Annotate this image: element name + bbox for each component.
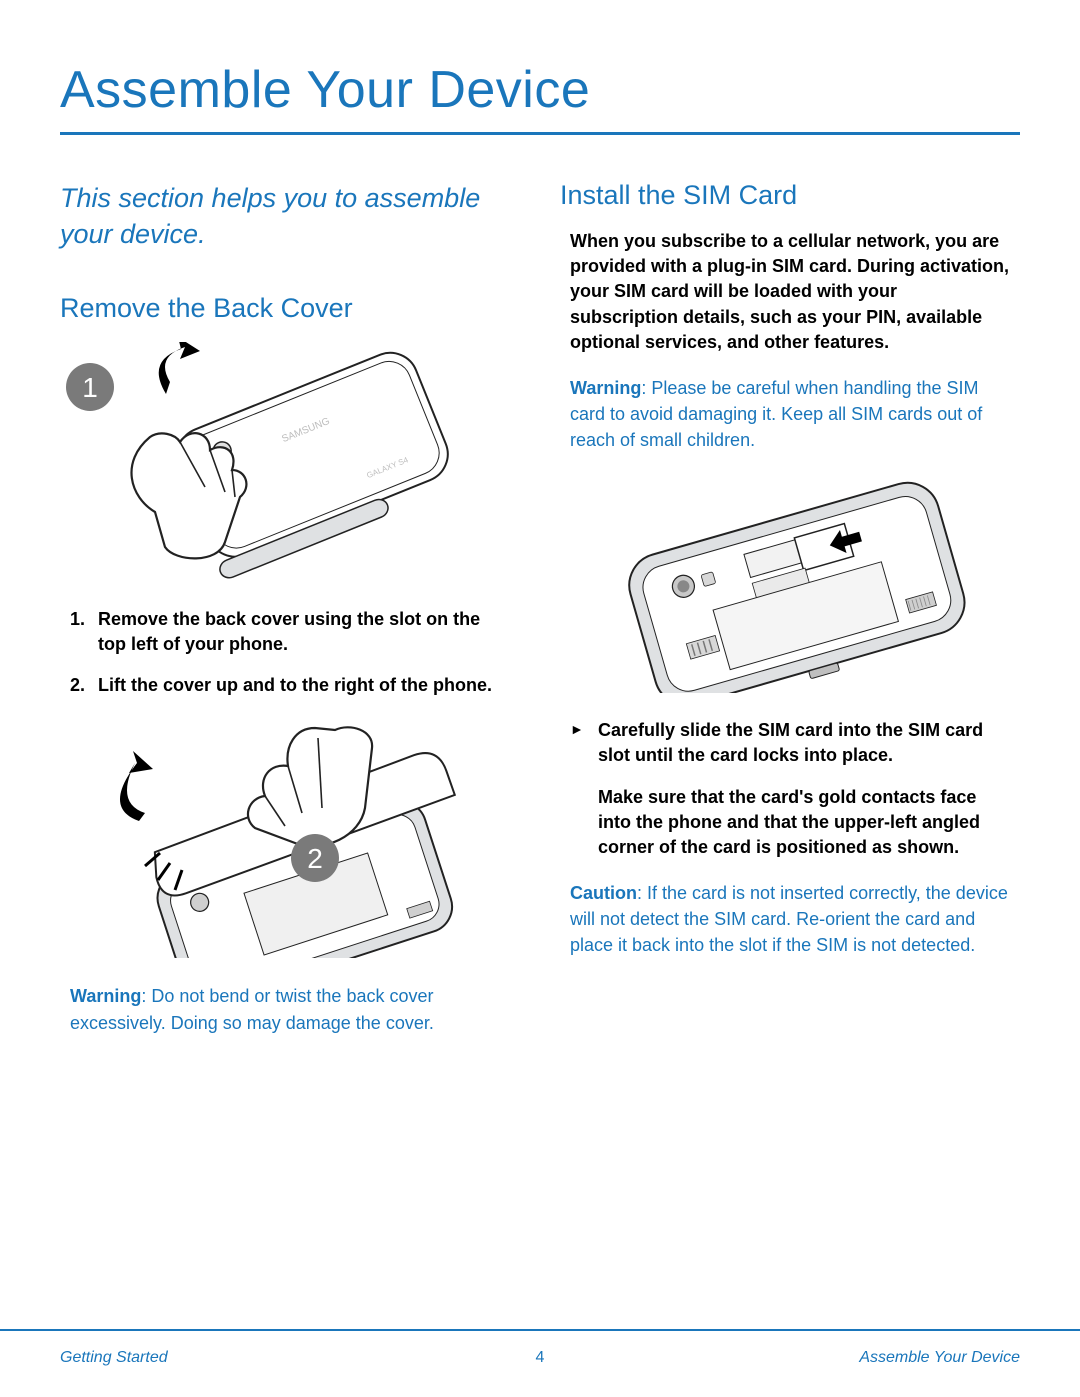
footer-left: Getting Started xyxy=(60,1349,168,1367)
warning-label: Warning xyxy=(70,986,141,1006)
page-title: Assemble Your Device xyxy=(60,60,1020,120)
install-sim-heading: Install the SIM Card xyxy=(560,180,1020,211)
sim-intro-para: When you subscribe to a cellular network… xyxy=(570,229,1010,355)
svg-text:2: 2 xyxy=(307,843,323,874)
sim-warning-label: Warning xyxy=(570,378,641,398)
figure-install-sim xyxy=(560,473,1020,693)
remove-back-cover-heading: Remove the Back Cover xyxy=(60,293,520,324)
footer-page-number: 4 xyxy=(536,1349,545,1367)
intro-text: This section helps you to assemble your … xyxy=(60,180,520,253)
svg-text:1: 1 xyxy=(82,372,98,403)
content-columns: This section helps you to assemble your … xyxy=(60,180,1020,1056)
sim-instructions: Carefully slide the SIM card into the SI… xyxy=(570,718,1010,860)
sim-step-2: Make sure that the card's gold contacts … xyxy=(570,785,1010,861)
sim-caution-label: Caution xyxy=(570,883,637,903)
page-footer: Getting Started 4 Assemble Your Device xyxy=(0,1329,1080,1397)
step-2: Lift the cover up and to the right of th… xyxy=(70,673,510,698)
remove-cover-steps: Remove the back cover using the slot on … xyxy=(70,607,510,699)
sim-warning: Warning: Please be careful when handling… xyxy=(570,375,1010,453)
step-1: Remove the back cover using the slot on … xyxy=(70,607,510,657)
footer-right: Assemble Your Device xyxy=(859,1349,1020,1367)
right-column: Install the SIM Card When you subscribe … xyxy=(560,180,1020,1056)
left-column: This section helps you to assemble your … xyxy=(60,180,520,1056)
back-cover-warning: Warning: Do not bend or twist the back c… xyxy=(70,983,510,1035)
sim-step-1: Carefully slide the SIM card into the SI… xyxy=(570,718,1010,768)
sim-caution: Caution: If the card is not inserted cor… xyxy=(570,880,1010,958)
figure-remove-cover-1: 1 SAMSUNG GALAXY S4 xyxy=(60,342,520,582)
figure-remove-cover-2: 2 xyxy=(60,718,520,958)
title-rule xyxy=(60,132,1020,135)
